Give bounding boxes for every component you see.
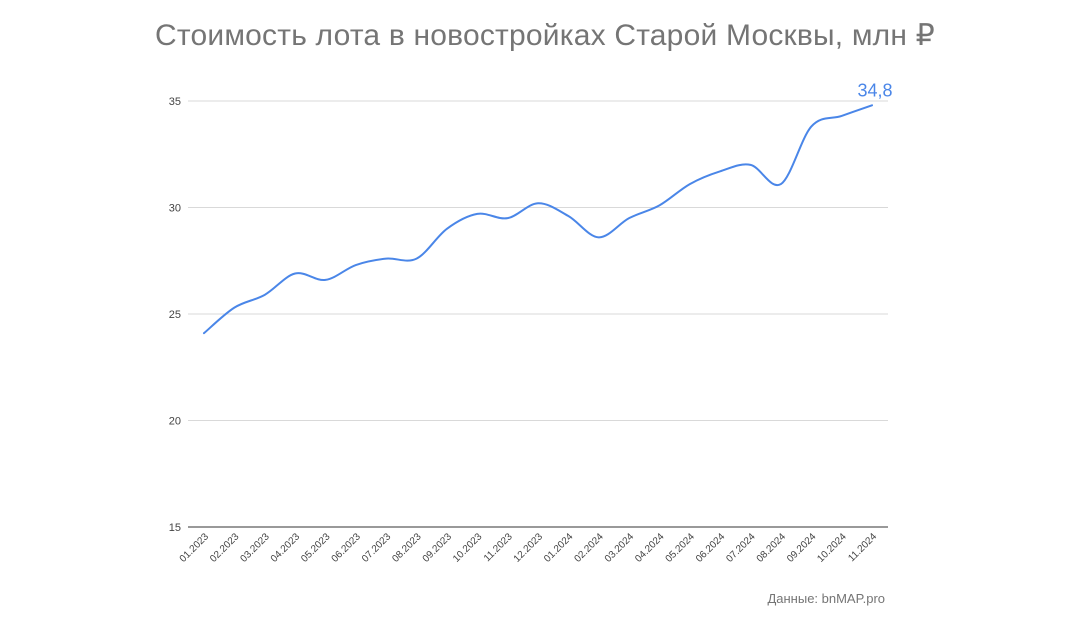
last-value-label: 34,8 <box>857 80 892 100</box>
source-note: Данные: bnMAP.pro <box>767 591 885 606</box>
x-tick-label: 04.2023 <box>269 531 303 565</box>
x-tick-label: 06.2023 <box>330 531 364 565</box>
x-tick-label: 01.2024 <box>542 531 576 565</box>
y-tick-label: 30 <box>169 203 181 215</box>
x-tick-label: 11.2024 <box>846 531 879 564</box>
x-axis-ticks: 01.202302.202303.202304.202305.202306.20… <box>178 531 880 565</box>
x-tick-label: 01.2023 <box>178 531 212 565</box>
chart-title: Стоимость лота в новостройках Старой Мос… <box>155 19 935 52</box>
y-tick-label: 20 <box>169 416 181 428</box>
x-tick-label: 08.2024 <box>755 531 789 565</box>
x-tick-label: 05.2024 <box>664 531 698 565</box>
x-tick-label: 08.2023 <box>390 531 424 565</box>
x-tick-label: 10.2024 <box>815 531 849 565</box>
x-tick-label: 03.2024 <box>603 531 637 565</box>
x-tick-label: 07.2024 <box>724 531 758 565</box>
x-tick-label: 12.2023 <box>512 531 546 565</box>
x-tick-label: 02.2024 <box>573 531 607 565</box>
series-line <box>203 104 873 335</box>
y-axis-ticks: 15 20 25 30 35 <box>169 96 181 534</box>
x-tick-label: 09.2024 <box>785 531 819 565</box>
y-tick-label: 15 <box>169 522 181 534</box>
x-tick-label: 02.2023 <box>208 531 242 565</box>
x-tick-label: 11.2023 <box>482 531 515 564</box>
y-tick-label: 35 <box>169 96 181 108</box>
x-tick-label: 09.2023 <box>421 531 455 565</box>
x-tick-label: 05.2023 <box>299 531 333 565</box>
gridlines <box>188 100 888 528</box>
x-tick-label: 10.2023 <box>451 531 485 565</box>
x-tick-label: 07.2023 <box>360 531 394 565</box>
x-tick-label: 04.2024 <box>633 531 667 565</box>
series-layer <box>203 104 873 335</box>
y-tick-label: 25 <box>169 309 181 321</box>
x-tick-label: 03.2023 <box>239 531 273 565</box>
x-tick-label: 06.2024 <box>694 531 728 565</box>
